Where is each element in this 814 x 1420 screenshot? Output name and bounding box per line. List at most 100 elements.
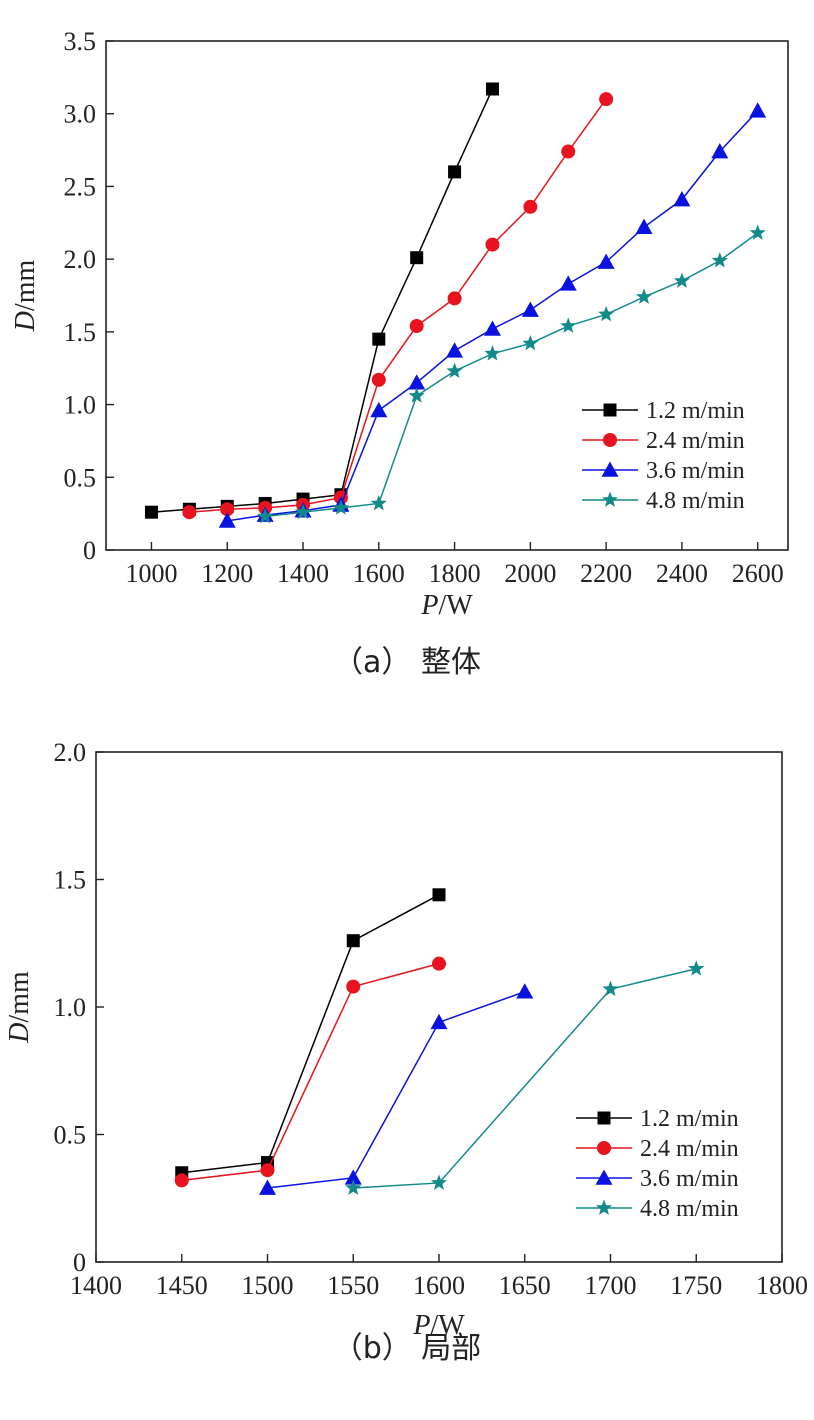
data-point [409, 319, 424, 334]
series-4-8-m-min [345, 960, 705, 1195]
legend: 1.2 m/min 2.4 m/min 3.6 m/min 4.8 m/min [582, 398, 745, 514]
x-tick-label: 1200 [201, 559, 253, 588]
series-1-2-m-min [144, 82, 499, 519]
data-point [174, 1173, 189, 1188]
data-point [371, 372, 386, 387]
legend: 1.2 m/min 2.4 m/min 3.6 m/min 4.8 m/min [576, 1106, 739, 1222]
data-point [446, 362, 463, 378]
y-tick-label: 0.5 [54, 1121, 87, 1150]
x-tick-label: 1400 [70, 1271, 122, 1300]
legend-label: 4.8 m/min [640, 1196, 739, 1222]
data-point [408, 374, 426, 390]
data-point [430, 1013, 448, 1030]
series-2-4-m-min [174, 956, 446, 1188]
legend-label: 1.2 m/min [646, 398, 745, 424]
legend-marker [601, 461, 619, 477]
y-tick-label: 3.0 [64, 100, 97, 129]
x-tick-label: 1650 [499, 1271, 551, 1300]
legend-label: 4.8 m/min [646, 488, 745, 514]
data-point [430, 1174, 448, 1190]
data-point [711, 252, 728, 268]
data-point [432, 888, 446, 902]
series-line [353, 968, 697, 1189]
data-point [483, 320, 501, 336]
series-1-2-m-min [175, 888, 446, 1180]
x-tick-label: 1800 [756, 1271, 808, 1300]
x-tick-label: 1600 [413, 1271, 465, 1300]
chart-panel-a: 0 0.5 1.0 1.5 2.0 2.5 3.0 3.5 1000 1200 1400 1600 18… [10, 27, 789, 680]
x-axis-label: P/W [420, 590, 473, 621]
data-point [257, 508, 274, 524]
data-point [346, 934, 360, 948]
y-axis-label: D/mm [4, 971, 35, 1044]
legend-marker [595, 1169, 613, 1185]
data-point [144, 505, 158, 519]
legend-marker [595, 1199, 613, 1215]
series-line [267, 990, 526, 1189]
x-axis-label: P/W [412, 1310, 465, 1341]
y-tick-label: 2.0 [64, 245, 97, 274]
series-line [181, 962, 440, 1182]
plot-frame [105, 40, 789, 551]
legend-marker [597, 1141, 611, 1155]
x-tick-label: 1700 [585, 1271, 637, 1300]
data-point [432, 956, 446, 971]
data-point [673, 191, 691, 207]
data-point [711, 143, 729, 159]
data-point [602, 980, 619, 997]
data-point [688, 960, 705, 976]
legend-label: 2.4 m/min [640, 1136, 739, 1162]
legend-label: 3.6 m/min [646, 458, 745, 484]
legend-marker [603, 403, 617, 417]
y-axis-label: D/mm [10, 259, 41, 332]
series-2-4-m-min [182, 92, 614, 520]
data-point [345, 1179, 362, 1195]
data-point [559, 275, 577, 291]
legend-marker [597, 1111, 611, 1125]
data-point [521, 301, 539, 317]
data-point [485, 237, 500, 252]
data-point [370, 494, 387, 511]
data-point [294, 503, 312, 520]
series-line [181, 894, 440, 1174]
data-point [485, 82, 499, 96]
data-point [370, 401, 388, 418]
legend-label: 3.6 m/min [640, 1166, 739, 1192]
data-point [259, 1179, 276, 1195]
series-3-6-m-min [259, 983, 534, 1195]
data-point [220, 502, 235, 517]
x-tick-label: 1450 [156, 1271, 208, 1300]
data-point [673, 272, 690, 288]
legend-marker [603, 433, 617, 447]
data-point [408, 387, 425, 403]
data-point [448, 165, 462, 179]
x-tick-label: 2000 [504, 559, 556, 588]
data-point [344, 1169, 362, 1185]
y-tick-label: 1.5 [64, 318, 97, 347]
data-point [484, 345, 501, 361]
x-tick-label: 1400 [277, 559, 329, 588]
y-tick-label: 2.0 [54, 738, 87, 767]
data-point [598, 305, 615, 322]
data-point [599, 92, 614, 107]
x-tick-label: 2600 [732, 559, 784, 588]
data-point [749, 224, 766, 240]
series-line [151, 88, 494, 513]
data-point [635, 218, 653, 234]
x-tick-label: 1000 [125, 559, 177, 588]
x-tick-label: 1550 [327, 1271, 379, 1300]
data-point [446, 342, 464, 358]
x-tick-label: 2200 [580, 559, 632, 588]
y-tick-label: 1.5 [54, 866, 87, 895]
y-tick-label: 3.5 [64, 27, 97, 56]
data-point [332, 499, 349, 515]
figure-caption: （b） 局部 [333, 1331, 482, 1366]
y-tick-label: 2.5 [64, 172, 97, 201]
data-point [260, 1163, 275, 1178]
figure-caption: （a） 整体 [333, 645, 481, 680]
data-point [749, 102, 767, 118]
data-point [522, 334, 539, 351]
x-tick-label: 1600 [353, 559, 405, 588]
series-4-8-m-min [257, 224, 766, 524]
